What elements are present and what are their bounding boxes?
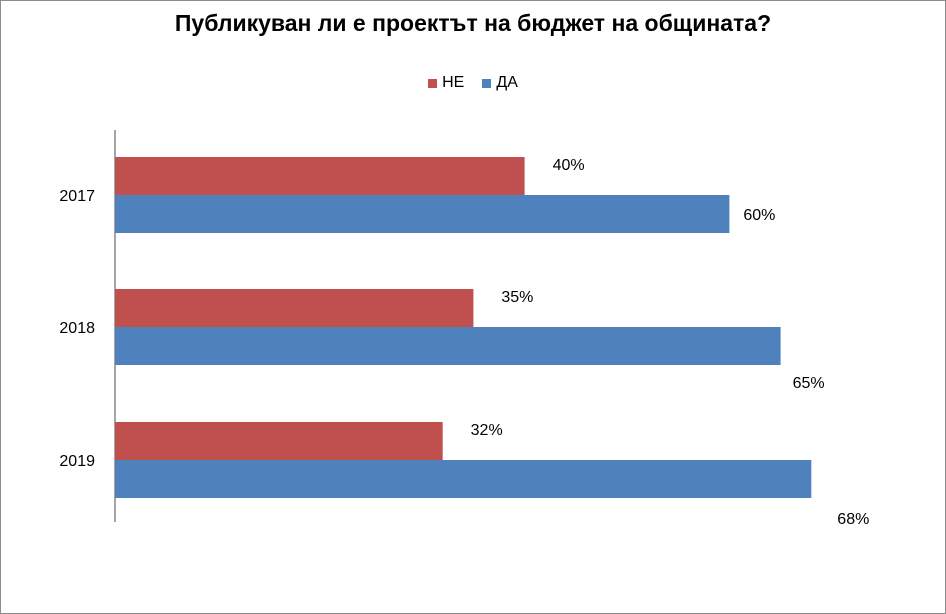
bar-ne-2017 xyxy=(115,157,525,195)
category-label-2019: 2019 xyxy=(59,453,95,470)
bar-da-2018 xyxy=(115,327,781,365)
data-label-da-2019: 68% xyxy=(837,511,869,528)
bar-ne-2019 xyxy=(115,422,443,460)
legend-label-da: ДА xyxy=(496,74,518,91)
legend-label-ne: НЕ xyxy=(442,74,465,91)
legend-swatch-da xyxy=(482,78,492,88)
legend-item-ne: НЕ xyxy=(428,74,464,92)
category-label-2017: 2017 xyxy=(59,188,95,205)
data-label-ne-2017: 40% xyxy=(553,157,585,174)
data-label-ne-2019: 32% xyxy=(471,422,503,439)
bar-ne-2018 xyxy=(115,289,474,327)
legend: НЕ ДА xyxy=(0,74,946,92)
bar-da-2019 xyxy=(115,460,812,498)
category-label-2018: 2018 xyxy=(59,320,95,337)
legend-item-da: ДА xyxy=(482,74,518,92)
data-label-da-2017: 60% xyxy=(743,207,775,224)
legend-swatch-ne xyxy=(428,78,438,88)
data-label-da-2018: 65% xyxy=(793,375,825,392)
bar-da-2017 xyxy=(115,195,730,233)
data-label-ne-2018: 35% xyxy=(501,289,533,306)
chart-title: Публикуван ли е проектът на бюджет на об… xyxy=(174,10,772,36)
